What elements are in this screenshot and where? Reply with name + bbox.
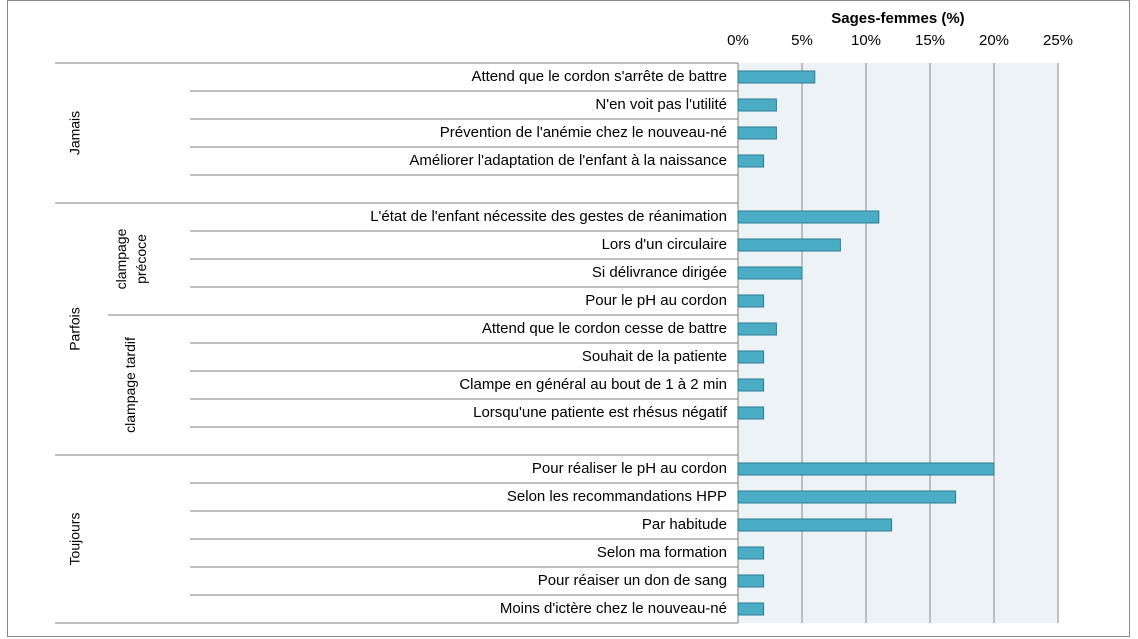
subgroup-label-line: clampage <box>113 228 129 289</box>
bar <box>737 490 957 504</box>
category-label: L'état de l'enfant nécessite des gestes … <box>370 208 727 225</box>
group-label: Jamais <box>67 111 83 155</box>
category-label: Attend que le cordon s'arrête de battre <box>471 68 727 85</box>
bar <box>737 322 777 336</box>
bar <box>737 546 765 560</box>
x-tick-label: 20% <box>979 32 1009 49</box>
bar <box>737 406 765 420</box>
category-label: Lors d'un circulaire <box>602 236 727 253</box>
category-label: Prévention de l'anémie chez le nouveau-n… <box>440 124 727 141</box>
subgroup-label: clampage précoce <box>113 228 149 289</box>
group-label: Parfois <box>67 307 83 351</box>
bar <box>737 238 841 252</box>
category-label: Lorsqu'une patiente est rhésus négatif <box>473 404 728 421</box>
category-label: Améliorer l'adaptation de l'enfant à la … <box>409 152 727 169</box>
x-tick-label: 10% <box>851 32 881 49</box>
category-label: Souhait de la patiente <box>582 348 727 365</box>
category-label: Par habitude <box>642 516 727 533</box>
bar <box>737 126 777 140</box>
bar <box>737 266 803 280</box>
subgroup-label: clampage tardif <box>122 337 138 433</box>
category-label: Selon les recommandations HPP <box>507 488 727 505</box>
bar <box>737 210 880 224</box>
bar <box>737 70 816 84</box>
bar <box>737 574 765 588</box>
x-tick-label: 15% <box>915 32 945 49</box>
bar <box>737 378 765 392</box>
category-label: Pour réaiser un don de sang <box>538 572 727 589</box>
bar <box>737 98 777 112</box>
category-label: Attend que le cordon cesse de battre <box>482 320 727 337</box>
category-label: N'en voit pas l'utilité <box>595 96 727 113</box>
subgroup-label-line: précoce <box>133 234 149 284</box>
subgroup-label-line: clampage tardif <box>122 337 138 433</box>
bar <box>737 294 765 308</box>
category-label: Pour réaliser le pH au cordon <box>532 460 727 477</box>
category-label: Selon ma formation <box>597 544 727 561</box>
category-label: Si délivrance dirigée <box>592 264 727 281</box>
bar <box>737 462 995 476</box>
plot-area <box>738 63 1058 623</box>
x-tick-label: 5% <box>791 32 813 49</box>
bar <box>737 154 765 168</box>
category-label: Moins d'ictère chez le nouveau-né <box>500 600 727 617</box>
x-axis-label: Sages-femmes (%) <box>831 10 964 27</box>
x-tick-label: 25% <box>1043 32 1073 49</box>
bar <box>737 518 893 532</box>
x-tick-label: 0% <box>727 32 749 49</box>
group-label: Toujours <box>67 513 83 566</box>
category-label: Clampe en général au bout de 1 à 2 min <box>459 376 727 393</box>
bar <box>737 602 765 616</box>
bar <box>737 350 765 364</box>
category-label: Pour le pH au cordon <box>585 292 727 309</box>
